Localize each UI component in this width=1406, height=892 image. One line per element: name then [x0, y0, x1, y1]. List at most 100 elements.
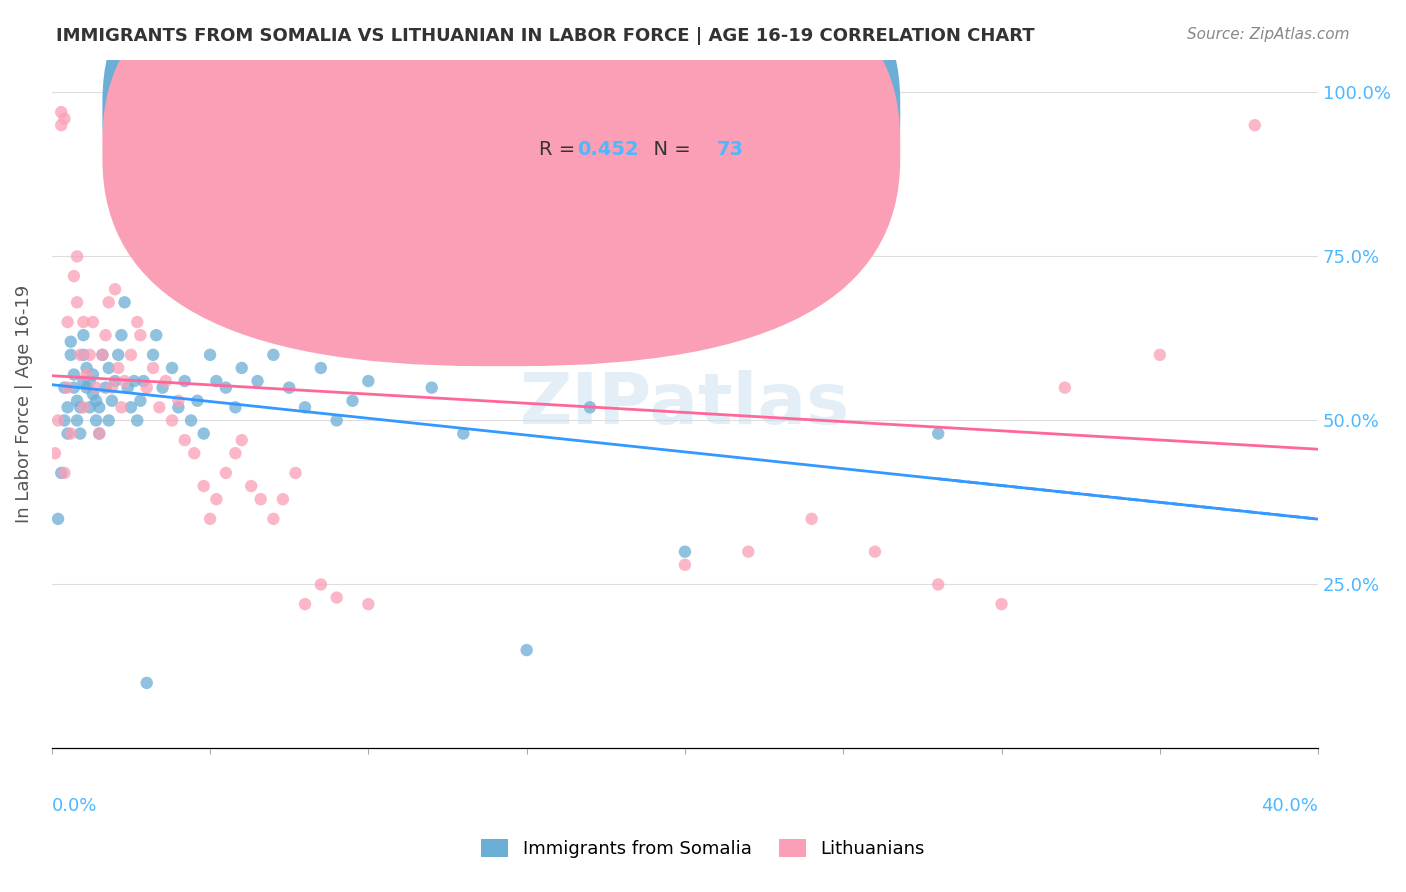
Point [198, 348, 221, 362]
Point [94, 328, 117, 343]
Text: 73: 73 [717, 140, 744, 159]
Point [246, 374, 269, 388]
Point [129, 328, 152, 343]
Point [579, 282, 602, 296]
Text: 0.058: 0.058 [578, 102, 638, 120]
Point [110, 401, 132, 415]
Point [453, 426, 475, 441]
Text: Source: ZipAtlas.com: Source: ZipAtlas.com [1187, 27, 1350, 42]
Point [420, 381, 443, 395]
Point [82, 315, 104, 329]
Point [231, 361, 253, 376]
Point [63, 269, 86, 284]
FancyBboxPatch shape [103, 0, 900, 328]
Point [325, 413, 347, 427]
Text: ZIPatlas: ZIPatlas [520, 369, 851, 439]
Point [420, 229, 443, 244]
Point [44, 446, 66, 460]
Point [224, 446, 246, 460]
Point [46, 512, 69, 526]
Point [117, 381, 139, 395]
Point [79, 348, 101, 362]
Point [69, 426, 91, 441]
Point [262, 512, 284, 526]
Point [66, 295, 89, 310]
Point [72, 348, 94, 362]
Point [186, 393, 208, 408]
Point [56, 381, 79, 395]
Point [990, 597, 1012, 611]
Point [120, 229, 142, 244]
Point [66, 249, 89, 263]
Point [84, 393, 107, 408]
Point [120, 348, 142, 362]
Point [388, 348, 411, 362]
Point [516, 643, 538, 657]
Point [294, 597, 316, 611]
Point [76, 368, 98, 382]
Text: 40.0%: 40.0% [1261, 797, 1319, 814]
Point [89, 426, 111, 441]
Point [132, 374, 155, 388]
Point [72, 401, 94, 415]
Point [91, 348, 114, 362]
Point [927, 577, 949, 591]
Point [69, 401, 91, 415]
Point [107, 361, 129, 376]
Point [97, 295, 120, 310]
Point [127, 315, 149, 329]
Point [927, 426, 949, 441]
Point [278, 381, 301, 395]
FancyBboxPatch shape [457, 80, 837, 191]
Point [673, 558, 696, 572]
Text: 0.0%: 0.0% [52, 797, 97, 814]
Point [863, 544, 886, 558]
Point [120, 401, 142, 415]
Point [388, 217, 411, 231]
Point [114, 295, 136, 310]
Point [66, 393, 89, 408]
Text: R =: R = [540, 102, 582, 120]
Point [193, 426, 215, 441]
Point [101, 393, 124, 408]
Point [1243, 118, 1265, 132]
Point [110, 328, 132, 343]
Point [59, 348, 82, 362]
Text: 73: 73 [717, 102, 744, 120]
Point [145, 328, 167, 343]
Point [56, 401, 79, 415]
Point [284, 466, 307, 480]
Point [249, 492, 271, 507]
Point [72, 374, 94, 388]
Point [453, 249, 475, 263]
Point [294, 401, 316, 415]
Point [84, 381, 107, 395]
Point [79, 401, 101, 415]
Point [53, 112, 76, 126]
Point [167, 393, 190, 408]
Point [127, 413, 149, 427]
Point [101, 381, 124, 395]
Y-axis label: In Labor Force | Age 16-19: In Labor Force | Age 16-19 [15, 285, 32, 524]
Point [180, 413, 202, 427]
Point [1149, 348, 1171, 362]
Point [91, 348, 114, 362]
Point [51, 105, 73, 120]
Point [51, 118, 73, 132]
Point [325, 591, 347, 605]
Point [94, 381, 117, 395]
Point [69, 348, 91, 362]
Text: IMMIGRANTS FROM SOMALIA VS LITHUANIAN IN LABOR FORCE | AGE 16-19 CORRELATION CHA: IMMIGRANTS FROM SOMALIA VS LITHUANIAN IN… [56, 27, 1035, 45]
Point [205, 492, 228, 507]
Point [516, 295, 538, 310]
Point [183, 446, 205, 460]
Point [167, 401, 190, 415]
Point [135, 381, 157, 395]
Point [76, 381, 98, 395]
Point [66, 413, 89, 427]
Point [122, 374, 145, 388]
Point [357, 374, 380, 388]
Point [46, 413, 69, 427]
Point [72, 315, 94, 329]
Point [135, 676, 157, 690]
